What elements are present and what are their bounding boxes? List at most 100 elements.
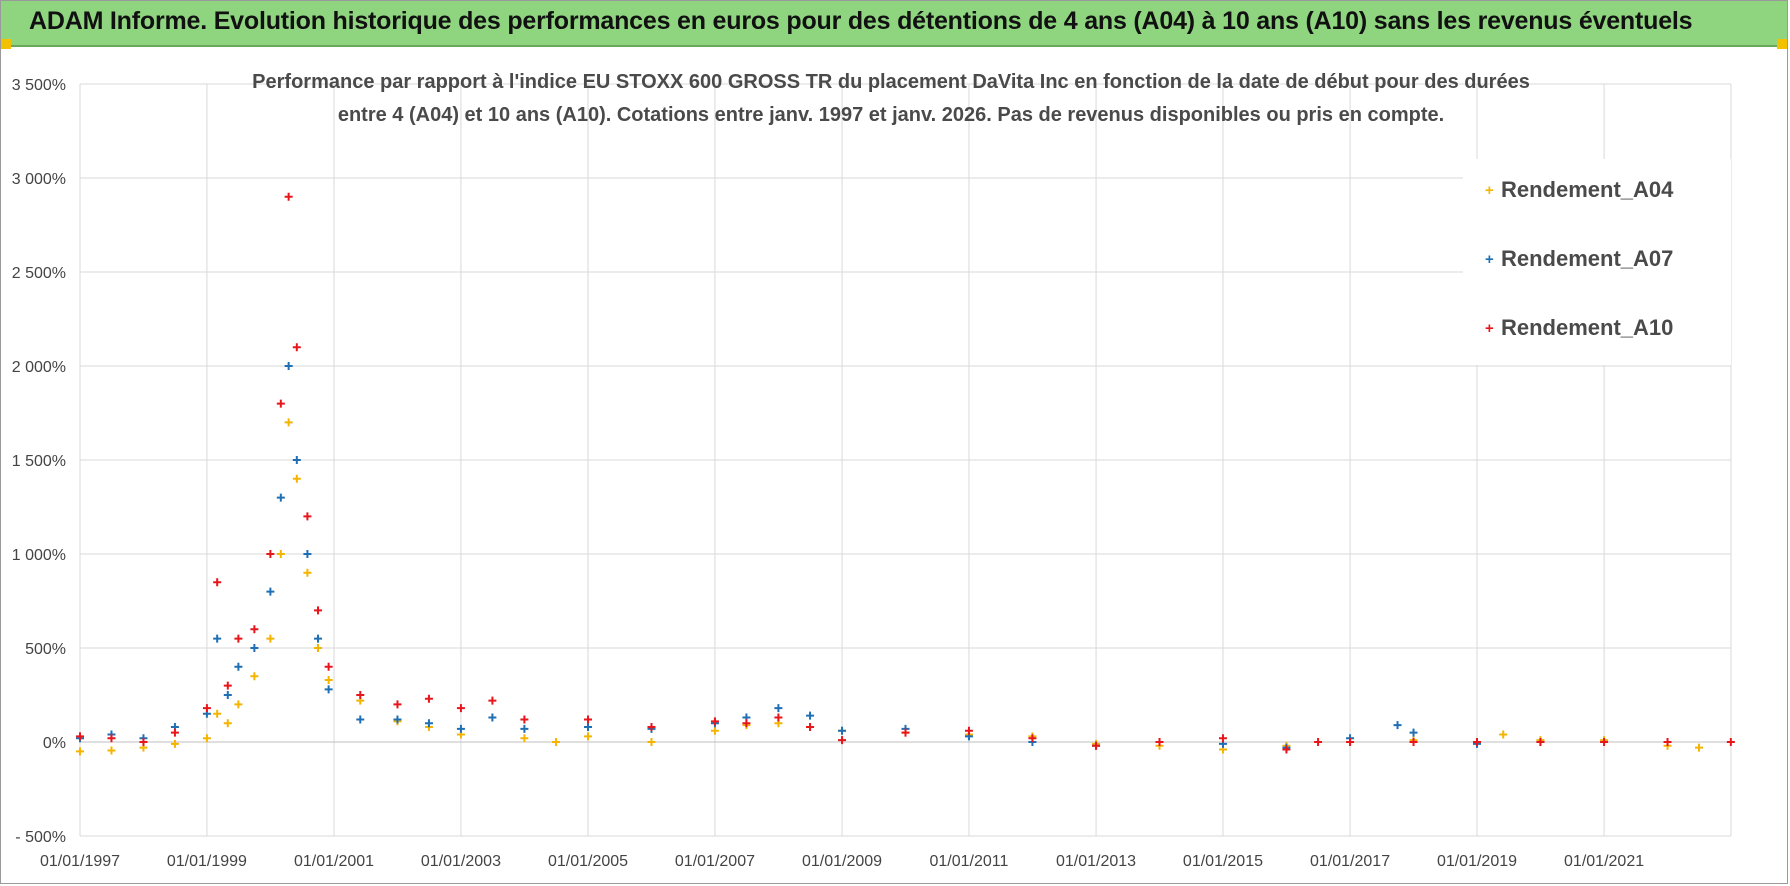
data-point <box>250 644 259 652</box>
data-point <box>1409 738 1418 746</box>
data-point <box>76 732 84 741</box>
x-tick-label: 01/01/2009 <box>802 853 882 870</box>
data-point <box>213 578 222 587</box>
data-point <box>424 694 433 703</box>
data-point <box>964 726 973 735</box>
data-point <box>356 715 365 724</box>
data-point <box>107 746 116 755</box>
data-point <box>901 728 910 737</box>
data-point <box>742 719 751 728</box>
data-point <box>223 681 232 690</box>
x-tick-label: 01/01/2003 <box>421 853 501 870</box>
data-point <box>223 719 232 728</box>
data-point <box>710 717 719 726</box>
data-point <box>774 704 783 713</box>
data-point <box>202 734 211 743</box>
report-banner: ADAM Informe. Evolution historique des p… <box>1 1 1787 47</box>
data-point <box>1092 741 1101 750</box>
legend-marker-a04: + <box>1485 181 1494 199</box>
legend-item-a10: + Rendement_A10 <box>1485 313 1673 343</box>
data-point <box>520 715 529 724</box>
x-tick-label: 01/01/2017 <box>1310 853 1390 870</box>
data-point <box>488 696 497 705</box>
data-point <box>1314 738 1323 746</box>
data-point <box>774 713 783 722</box>
data-point <box>1663 738 1672 746</box>
series-Rendement_A10 <box>76 192 1735 754</box>
y-tick-label: 2 000% <box>12 359 66 376</box>
data-point <box>456 704 465 713</box>
data-point <box>292 456 301 464</box>
data-point <box>393 715 402 724</box>
x-tick-label: 01/01/2013 <box>1056 853 1136 870</box>
data-point <box>284 362 293 370</box>
data-point <box>806 711 815 720</box>
data-point <box>266 634 275 643</box>
x-tick-label: 01/01/2001 <box>294 853 374 870</box>
x-tick-label: 01/01/1999 <box>167 853 247 870</box>
series-Rendement_A04 <box>76 418 1704 756</box>
report-title: ADAM Informe. Evolution historique des p… <box>29 7 1693 35</box>
data-point <box>1393 721 1402 730</box>
data-point <box>324 662 333 671</box>
data-point <box>139 738 148 746</box>
data-point <box>456 724 465 733</box>
x-tick-label: 01/01/2007 <box>675 853 755 870</box>
legend-label-a10: Rendement_A10 <box>1501 315 1674 340</box>
data-point <box>234 662 243 671</box>
x-tick-label: 01/01/2019 <box>1437 853 1517 870</box>
banner-corner-right <box>1777 39 1787 49</box>
legend-label-a04: Rendement_A04 <box>1501 177 1674 202</box>
data-point <box>838 736 847 745</box>
chart-legend: + Rendement_A04 + Rendement_A07 + Rendem… <box>1463 159 1731 365</box>
data-point <box>223 691 232 699</box>
data-point <box>284 418 293 427</box>
data-point <box>1409 728 1418 737</box>
y-tick-label: 3 000% <box>12 171 66 188</box>
data-point <box>424 719 433 728</box>
legend-marker-a10: + <box>1485 319 1494 337</box>
series-Rendement_A07 <box>76 362 1545 752</box>
data-point <box>806 722 815 731</box>
data-point <box>393 700 402 709</box>
data-point <box>584 715 593 724</box>
data-point <box>276 550 285 558</box>
data-point <box>647 722 656 731</box>
x-tick-label: 01/01/1997 <box>40 853 120 870</box>
data-point <box>710 726 719 735</box>
data-point <box>250 625 259 634</box>
data-point <box>266 550 275 558</box>
y-tick-label: 2 500% <box>12 265 66 282</box>
data-point <box>1346 738 1355 746</box>
data-point <box>292 474 301 483</box>
chart-title-line-2: entre 4 (A04) et 10 ans (A10). Cotations… <box>337 104 1445 126</box>
data-point <box>266 587 275 596</box>
data-point <box>584 722 593 731</box>
y-tick-label: 0% <box>43 735 66 752</box>
data-point <box>213 634 222 643</box>
data-point <box>170 739 179 748</box>
data-point <box>314 606 323 615</box>
data-point <box>1472 738 1481 746</box>
data-point <box>1218 734 1227 743</box>
banner-corner-left <box>1 39 11 49</box>
data-point <box>1499 730 1508 739</box>
data-point <box>213 709 222 718</box>
legend-item-a04: + Rendement_A04 <box>1485 175 1673 205</box>
x-tick-label: 01/01/2011 <box>930 853 1009 870</box>
data-point <box>1155 738 1164 746</box>
data-point <box>76 747 84 756</box>
data-point <box>1695 743 1704 752</box>
data-point <box>202 704 211 713</box>
data-point <box>292 343 301 352</box>
x-tick-label: 01/01/2015 <box>1183 853 1263 870</box>
data-point <box>276 399 285 408</box>
chart-title-line-1: Performance par rapport à l'indice EU ST… <box>252 71 1530 93</box>
y-tick-label: 1 500% <box>12 453 66 470</box>
data-point <box>552 738 561 746</box>
legend-item-a07: + Rendement_A07 <box>1485 244 1673 274</box>
data-point <box>1282 745 1291 754</box>
y-tick-label: - 500% <box>15 829 66 846</box>
data-point <box>234 634 243 643</box>
